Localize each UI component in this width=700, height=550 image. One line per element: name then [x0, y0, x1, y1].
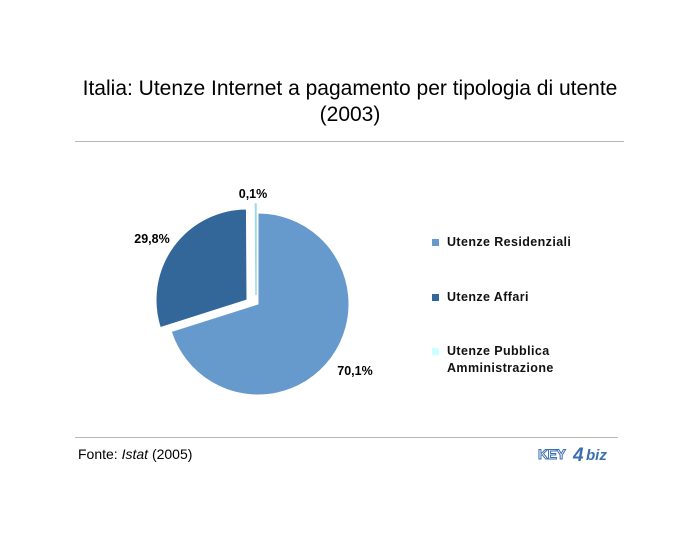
- legend-label-pubblica-amministrazione: Utenze Pubblica Amministrazione: [447, 344, 554, 375]
- logo-text-key: KEY: [538, 446, 566, 462]
- source-note: Fonte: Istat (2005): [78, 446, 192, 462]
- chart-title-line-2: (2003): [319, 103, 381, 126]
- pie-slice-utenze-residenziali: [170, 212, 350, 396]
- source-year: (2005): [148, 446, 193, 462]
- chart-title-line-1: Italia: Utenze Internet a pagamento per …: [82, 77, 618, 100]
- chart-title: Italia: Utenze Internet a pagamento per …: [40, 76, 660, 128]
- legend-item-residenziali: Utenze Residenziali: [432, 234, 597, 251]
- source-prefix: Fonte:: [78, 446, 122, 462]
- legend-swatch-pubblica-amministrazione: [432, 348, 439, 355]
- pie-label-utenze-pubblica-amministrazione: 0,1%: [239, 187, 268, 201]
- legend-item-affari: Utenze Affari: [432, 289, 597, 306]
- pie-slice-utenze-affari: [155, 208, 248, 329]
- pie-label-utenze-residenziali: 70,1%: [337, 364, 372, 378]
- pie-label-utenze-affari: 29,8%: [134, 232, 169, 246]
- legend-swatch-affari: [432, 294, 439, 301]
- title-divider: [75, 141, 624, 142]
- legend-item-pubblica-amministrazione: Utenze Pubblica Amministrazione: [432, 343, 597, 377]
- legend-label-residenziali: Utenze Residenziali: [447, 235, 572, 249]
- logo-text-biz: biz: [586, 447, 607, 464]
- key4biz-logo: KEY 4 biz: [538, 445, 608, 466]
- pie-slice-utenze-pubblica-amministrazione: [254, 203, 257, 296]
- logo-text-4: 4: [572, 445, 584, 466]
- footer-divider: [75, 437, 618, 438]
- source-name: Istat: [121, 446, 149, 462]
- legend-swatch-residenziali: [432, 239, 439, 246]
- legend-label-affari: Utenze Affari: [447, 290, 529, 304]
